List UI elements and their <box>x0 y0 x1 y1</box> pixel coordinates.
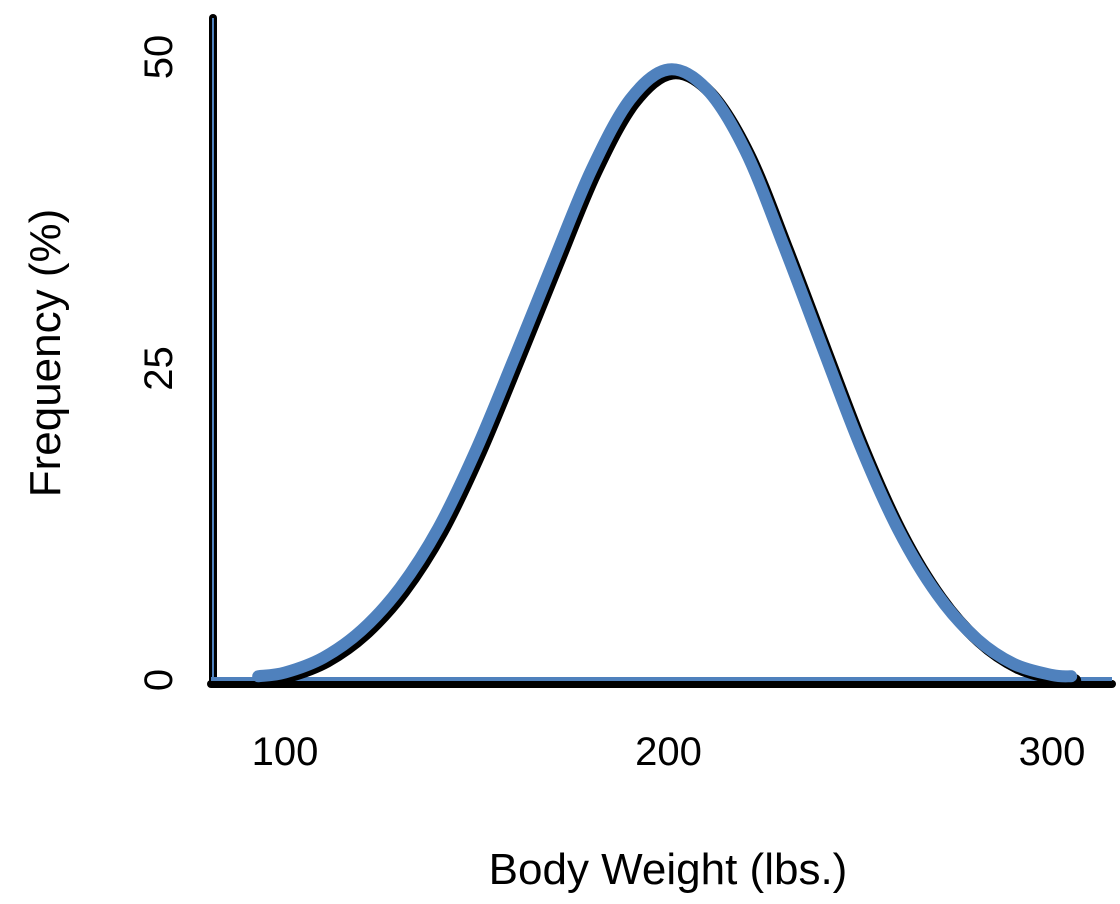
series-0-shadow <box>256 67 1082 687</box>
x-tick-label-300: 300 <box>1019 730 1086 774</box>
x-tick-label-100: 100 <box>252 730 319 774</box>
tick-labels: 100 200 300 0 25 50 <box>137 35 1085 774</box>
x-axis-title: Body Weight (lbs.) <box>489 845 848 894</box>
y-tick-label-50: 50 <box>137 35 181 80</box>
series-0-line <box>252 63 1078 683</box>
y-tick-label-25: 25 <box>137 346 181 391</box>
y-axis-title: Frequency (%) <box>21 209 70 498</box>
series-layer <box>252 63 1082 687</box>
x-tick-label-200: 200 <box>635 730 702 774</box>
y-tick-label-0: 0 <box>137 669 181 691</box>
axes <box>207 14 1116 688</box>
